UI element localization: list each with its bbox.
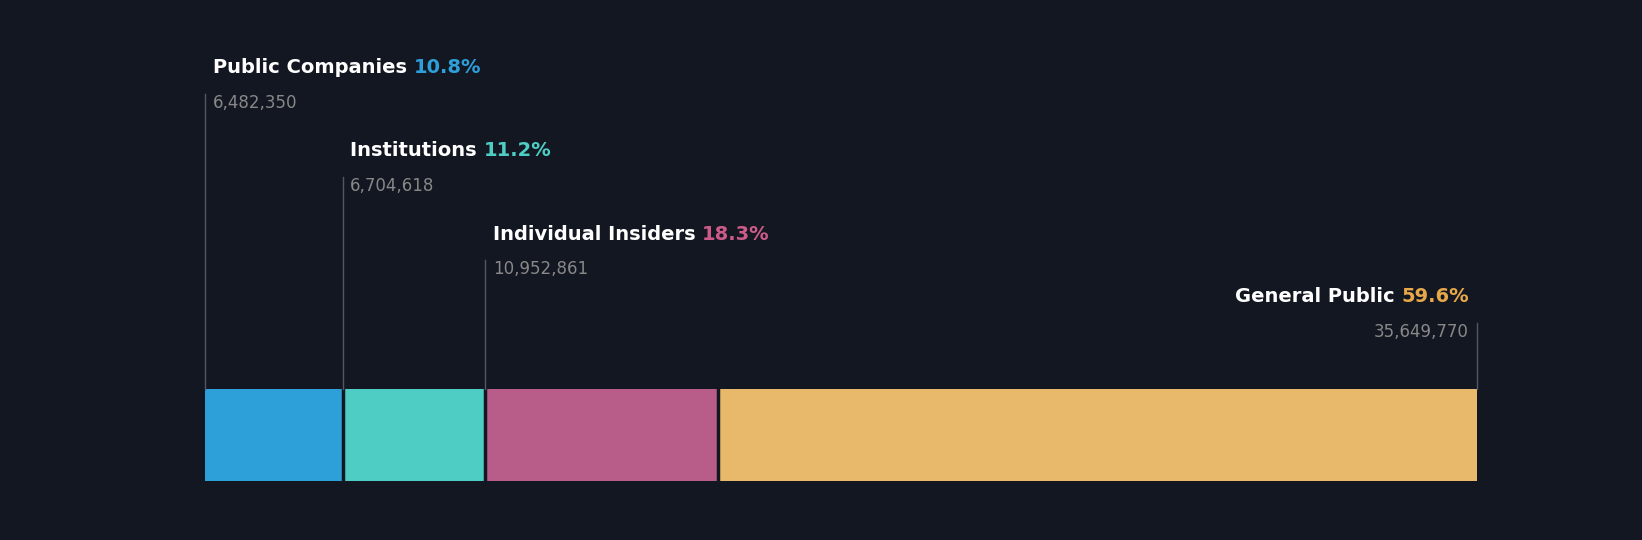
- Text: General Public: General Public: [1235, 287, 1401, 306]
- Text: 10.8%: 10.8%: [414, 58, 481, 77]
- FancyBboxPatch shape: [718, 389, 1476, 481]
- Text: 18.3%: 18.3%: [703, 225, 770, 244]
- Text: 10,952,861: 10,952,861: [493, 260, 588, 278]
- Text: Public Companies: Public Companies: [213, 58, 414, 77]
- Text: Institutions: Institutions: [350, 141, 484, 160]
- Text: 59.6%: 59.6%: [1401, 287, 1470, 306]
- Text: 35,649,770: 35,649,770: [1374, 322, 1470, 341]
- FancyBboxPatch shape: [343, 389, 486, 481]
- FancyBboxPatch shape: [205, 389, 343, 481]
- Text: 6,704,618: 6,704,618: [350, 177, 435, 195]
- FancyBboxPatch shape: [486, 389, 718, 481]
- Text: 11.2%: 11.2%: [484, 141, 552, 160]
- Text: Individual Insiders: Individual Insiders: [493, 225, 703, 244]
- Text: 6,482,350: 6,482,350: [213, 94, 297, 112]
